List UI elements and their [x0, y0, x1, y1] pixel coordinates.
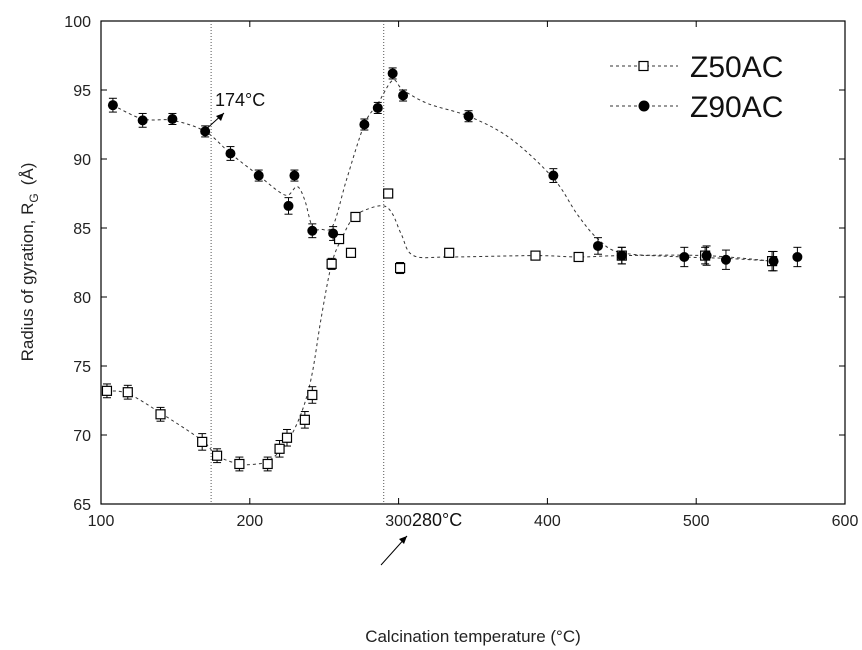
svg-text:174°C: 174°C — [215, 90, 265, 110]
data-point-z90ac — [359, 119, 370, 130]
data-point-z50ac — [262, 458, 273, 470]
x-axis-title: Calcination temperature (°C) — [365, 627, 581, 646]
data-point-z90ac — [372, 102, 383, 113]
y-axis-title-main: Radius of gyration, R — [18, 203, 37, 362]
data-point-z90ac — [548, 170, 559, 181]
data-point-z90ac — [792, 251, 803, 262]
data-point-z90ac — [398, 90, 409, 101]
data-point-z90ac — [768, 256, 779, 267]
data-point-z50ac — [101, 385, 113, 396]
data-point-z50ac — [345, 247, 357, 258]
data-point-z50ac — [573, 251, 584, 263]
x-tick-label-200: 200 — [236, 513, 263, 530]
fit-curves — [106, 79, 774, 466]
svg-text:Radius of gyration, RG(Å): Radius of gyration, RG (Å) — [18, 163, 41, 362]
y-tick-label-95: 95 — [73, 83, 91, 100]
data-point-z90ac — [307, 225, 318, 236]
data-point-z50ac — [155, 409, 166, 420]
annotation-280: 280°C — [380, 510, 462, 566]
data-point-z50ac — [234, 458, 245, 470]
data-point-z90ac — [328, 228, 339, 239]
data-point-z90ac — [720, 254, 731, 265]
data-point-z50ac — [281, 432, 293, 443]
data-point-z90ac — [253, 170, 264, 181]
data-point-z90ac — [463, 111, 474, 122]
y-axis-title: Radius of gyration, RG (Å) — [18, 163, 41, 362]
axis-ticks: 100 200 300 400 500 600 65 70 75 80 85 90 95 100 — [64, 14, 858, 530]
data-point-z50ac — [326, 258, 337, 269]
data-point-z90ac — [137, 115, 148, 126]
y-tick-label-70: 70 — [73, 428, 91, 445]
legend-marker-z90ac — [638, 100, 650, 112]
x-tick-label-300: 300 — [385, 513, 412, 530]
data-point-z50ac — [211, 450, 223, 461]
fit-curve-z50ac — [106, 205, 773, 466]
data-markers — [101, 68, 803, 470]
y-tick-label-100: 100 — [64, 14, 91, 31]
x-tick-label-500: 500 — [683, 513, 710, 530]
data-point-z90ac — [592, 240, 603, 251]
y-axis-title-subscript: G — [27, 193, 41, 202]
data-point-z50ac — [299, 414, 310, 425]
data-point-z50ac — [274, 443, 285, 454]
data-point-z50ac — [333, 233, 345, 245]
y-tick-label-80: 80 — [73, 290, 91, 307]
data-point-z90ac — [679, 251, 690, 262]
fit-curve-z90ac — [112, 79, 774, 262]
y-tick-label-90: 90 — [73, 152, 91, 169]
data-point-z50ac — [122, 387, 133, 398]
legend: Z50AC Z90AC — [610, 51, 783, 124]
data-point-z90ac — [701, 250, 712, 261]
data-point-z50ac — [197, 436, 208, 447]
legend-label-z50ac: Z50AC — [690, 51, 783, 84]
data-point-z90ac — [225, 148, 236, 159]
data-point-z50ac — [350, 211, 361, 223]
y-tick-label-85: 85 — [73, 221, 91, 238]
data-point-z90ac — [167, 113, 178, 124]
data-point-z90ac — [289, 170, 300, 181]
data-point-z50ac — [444, 247, 455, 258]
data-point-z50ac — [530, 250, 541, 261]
x-tick-label-600: 600 — [832, 513, 859, 530]
reference-lines — [210, 21, 385, 504]
y-tick-label-65: 65 — [73, 497, 91, 514]
data-point-z50ac — [394, 262, 406, 274]
data-point-z90ac — [616, 250, 627, 261]
data-point-z90ac — [283, 200, 294, 211]
data-point-z50ac — [307, 389, 318, 401]
svg-text:280°C: 280°C — [412, 510, 462, 530]
y-axis-title-unit: (Å) — [18, 163, 37, 186]
plot-area — [100, 20, 846, 505]
data-point-z50ac — [383, 188, 394, 199]
annotation-174: 174°C — [202, 90, 265, 133]
data-point-z90ac — [107, 100, 118, 111]
data-point-z90ac — [200, 126, 211, 137]
y-tick-label-75: 75 — [73, 359, 91, 376]
legend-label-z90ac: Z90AC — [690, 91, 783, 124]
x-tick-label-100: 100 — [88, 513, 115, 530]
data-point-z90ac — [387, 68, 398, 79]
legend-marker-z50ac — [638, 60, 649, 72]
x-tick-label-400: 400 — [534, 513, 561, 530]
